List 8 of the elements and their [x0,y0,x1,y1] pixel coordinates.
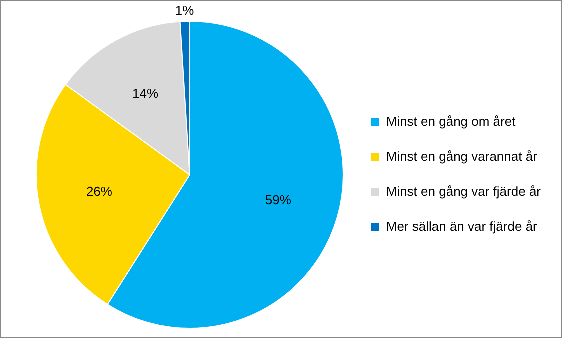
legend-label: Minst en gång var fjärde år [386,184,542,200]
data-label: 1% [175,3,195,18]
legend-label: Minst en gång om året [386,114,516,130]
data-label: 14% [132,86,160,101]
legend-label: Mer sällan än var fjärde år [386,219,538,234]
legend-label: Minst en gång varannat år [386,149,538,164]
data-label: 59% [265,192,292,208]
data-label: 26% [86,184,113,199]
